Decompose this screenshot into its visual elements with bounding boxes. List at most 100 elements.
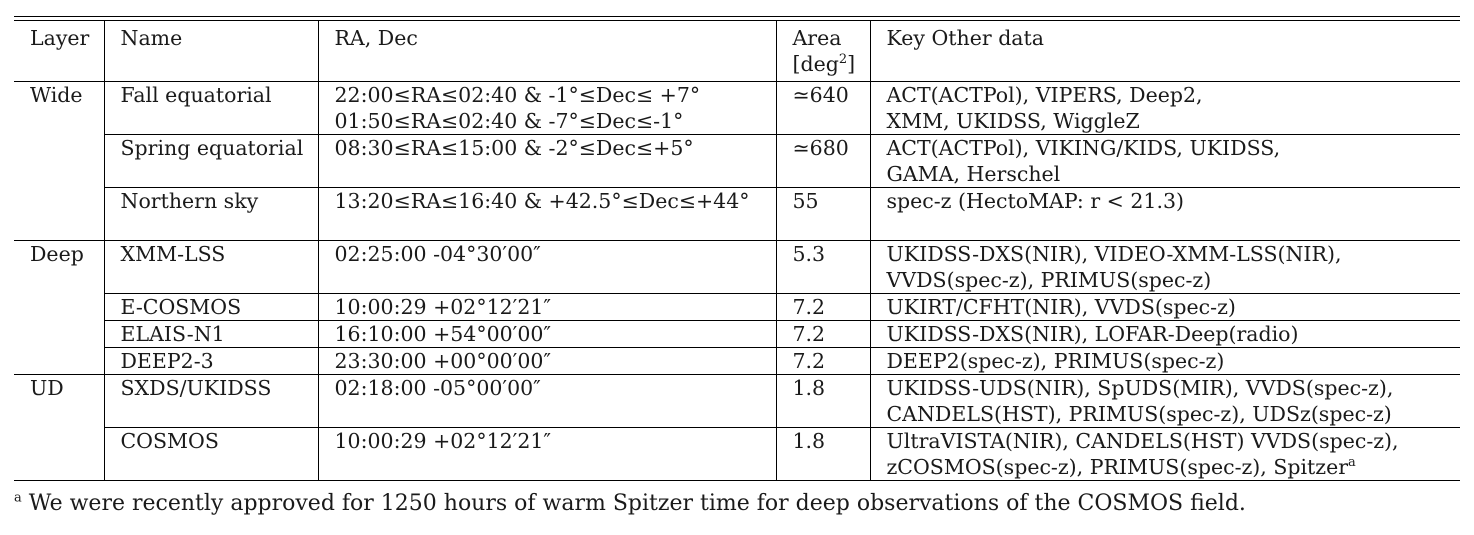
cell-name: Spring equatorial — [103, 134, 318, 188]
cell-area-line: ≃680 — [792, 136, 849, 160]
cell-radec-line: 13:20≤RA≤16:40 & +42.5°≤Dec≤+44° — [334, 189, 750, 213]
cell-area-line: 55 — [792, 189, 819, 213]
top-double-rule — [14, 16, 1460, 21]
header-layer: Layer — [14, 21, 104, 82]
header-radec: RA, Dec — [317, 21, 776, 82]
cell-area-line: 1.8 — [792, 376, 826, 400]
cell-area: ≃680 — [775, 134, 870, 188]
cell-layer-line — [30, 188, 104, 214]
cell-radec-line: 02:25:00 -04°30′00″ — [334, 242, 541, 266]
cell-name-line: DEEP2-3 — [120, 349, 214, 373]
cell-area-line: ≃640 — [792, 83, 849, 107]
cell-name-line: ELAIS-N1 — [120, 322, 225, 346]
cell-layer — [14, 428, 104, 481]
cell-radec-line — [335, 214, 776, 240]
table-row: COSMOS 10:00:29 +02°12′21″ 1.8 UltraVISTA(N… — [14, 427, 1460, 481]
cell-other-data-line: VVDS(spec-z), PRIMUS(spec-z) — [886, 268, 1212, 292]
cell-name: XMM-LSS — [103, 240, 318, 294]
cell-radec-line: 23:30:00 +00°00′00″ — [334, 349, 552, 373]
cell-other-data-line: spec-z (HectoMAP: r < 21.3) — [886, 189, 1185, 213]
cell-name-line: XMM-LSS — [120, 242, 226, 266]
cell-area: 1.8 — [775, 374, 870, 428]
header-line: [deg2] — [792, 52, 856, 76]
header-line: Area — [792, 26, 842, 50]
cell-other-data-line: UKIDSS-UDS(NIR), SpUDS(MIR), VVDS(spec-z… — [886, 376, 1394, 400]
cell-area-line: 7.2 — [792, 295, 826, 319]
header-area: Area [deg2] — [775, 21, 870, 82]
cell-area: 5.3 — [775, 240, 870, 294]
cell-area-line: 7.2 — [792, 322, 826, 346]
cell-name-line: COSMOS — [120, 429, 219, 453]
cell-radec-line: 01:50≤RA≤02:40 & -7°≤Dec≤-1° — [334, 109, 684, 133]
cell-layer: Deep — [14, 240, 104, 294]
cell-radec: 10:00:29 +02°12′21″ — [317, 293, 776, 321]
cell-other-data-line: XMM, UKIDSS, WiggleZ — [886, 109, 1140, 133]
header-line: Layer — [30, 26, 90, 50]
cell-area: 7.2 — [775, 347, 870, 375]
header-line: Name — [120, 26, 183, 50]
cell-radec-line: 10:00:29 +02°12′21″ — [334, 295, 552, 319]
cell-layer-line: UD — [30, 376, 64, 400]
table-row: E-COSMOS 10:00:29 +02°12′21″ 7.2 UKIRT/CFHT… — [14, 293, 1460, 321]
cell-name-line: SXDS/UKIDSS — [120, 376, 272, 400]
cell-other-data-line: GAMA, Herschel — [886, 162, 1061, 186]
cell-layer-line — [30, 321, 104, 347]
cell-name-line: Northern sky — [120, 189, 259, 213]
cell-radec-line: 08:30≤RA≤15:00 & -2°≤Dec≤+5° — [334, 136, 694, 160]
table-row: Wide Fall equatorial 22:00≤RA≤02:40 & -1°≤… — [14, 81, 1460, 135]
table-row: Deep XMM-LSS 02:25:00 -04°30′00″ 5.3 UKIDSS-… — [14, 240, 1460, 294]
cell-layer — [14, 294, 104, 321]
cell-radec-line: 02:18:00 -05°00′00″ — [334, 376, 541, 400]
cell-layer — [14, 188, 104, 241]
cell-layer — [14, 135, 104, 188]
cell-layer: UD — [14, 374, 104, 428]
cell-layer — [14, 321, 104, 348]
footnote-marker: a — [14, 490, 22, 506]
cell-other-data: UKIDSS-UDS(NIR), SpUDS(MIR), VVDS(spec-z… — [869, 374, 1460, 428]
cell-layer-line — [30, 135, 104, 161]
cell-name: COSMOS — [103, 427, 318, 480]
cell-other-data: UKIDSS-DXS(NIR), LOFAR-Deep(radio) — [869, 320, 1460, 348]
table-row: DEEP2-3 23:30:00 +00°00′00″ 7.2 DEEP2(spec-… — [14, 347, 1460, 375]
cell-layer: Wide — [14, 81, 104, 135]
header-line: Key Other data — [886, 26, 1045, 50]
cell-area: ≃640 — [775, 81, 870, 135]
cell-layer-line: Deep — [30, 242, 84, 266]
cell-name-line: Spring equatorial — [120, 136, 304, 160]
table-header-row: Layer Name RA, Dec Area [deg2] Key Other data — [14, 21, 1460, 82]
cell-radec: 16:10:00 +54°00′00″ — [317, 320, 776, 348]
cell-area: 1.8 — [775, 427, 870, 480]
footnote-text: We were recently approved for 1250 hours… — [28, 491, 1246, 516]
cell-radec: 02:25:00 -04°30′00″ — [317, 240, 776, 294]
table-footnote: a We were recently approved for 1250 hou… — [14, 489, 1246, 519]
cell-radec: 23:30:00 +00°00′00″ — [317, 347, 776, 375]
cell-name: Northern sky — [103, 187, 318, 241]
cell-other-data-line: UltraVISTA(NIR), CANDELS(HST) VVDS(spec-… — [886, 429, 1399, 453]
cell-name: SXDS/UKIDSS — [103, 374, 318, 428]
cell-radec: 10:00:29 +02°12′21″ — [317, 427, 776, 480]
cell-name: ELAIS-N1 — [103, 320, 318, 348]
cell-name-line: E-COSMOS — [120, 295, 242, 319]
header-name: Name — [103, 21, 318, 82]
cell-radec-line: 10:00:29 +02°12′21″ — [334, 429, 552, 453]
bottom-rule — [14, 480, 1460, 481]
cell-layer — [14, 348, 104, 375]
cell-other-data: ACT(ACTPol), VIPERS, Deep2, XMM, UKIDSS, … — [869, 81, 1460, 135]
cell-other-data-line: CANDELS(HST), PRIMUS(spec-z), UDSz(spec-… — [886, 402, 1392, 426]
cell-other-data-line: DEEP2(spec-z), PRIMUS(spec-z) — [886, 349, 1225, 373]
table-row: Northern sky 13:20≤RA≤16:40 & +42.5°≤Dec≤… — [14, 187, 1460, 241]
cell-other-data: UltraVISTA(NIR), CANDELS(HST) VVDS(spec-… — [869, 427, 1460, 480]
cell-name: E-COSMOS — [103, 293, 318, 321]
cell-other-data-line: ACT(ACTPol), VIPERS, Deep2, — [886, 83, 1203, 107]
cell-area: 55 — [775, 187, 870, 241]
cell-radec-line: 22:00≤RA≤02:40 & -1°≤Dec≤ +7° — [334, 83, 701, 107]
cell-other-data: spec-z (HectoMAP: r < 21.3) — [869, 187, 1460, 241]
table-row: Spring equatorial 08:30≤RA≤15:00 & -2°≤De… — [14, 134, 1460, 188]
cell-other-data: UKIRT/CFHT(NIR), VVDS(spec-z) — [869, 293, 1460, 321]
cell-name-line: Fall equatorial — [120, 83, 272, 107]
cell-radec: 08:30≤RA≤15:00 & -2°≤Dec≤+5° — [317, 134, 776, 188]
table-row: ELAIS-N1 16:10:00 +54°00′00″ 7.2 UKIDSS-DXS… — [14, 320, 1460, 348]
cell-other-data: ACT(ACTPol), VIKING/KIDS, UKIDSS, GAMA, H… — [869, 134, 1460, 188]
survey-table-container: Layer Name RA, Dec Area [deg2] Key Other data… — [14, 16, 1460, 481]
cell-other-data-line: ACT(ACTPol), VIKING/KIDS, UKIDSS, — [886, 136, 1281, 160]
